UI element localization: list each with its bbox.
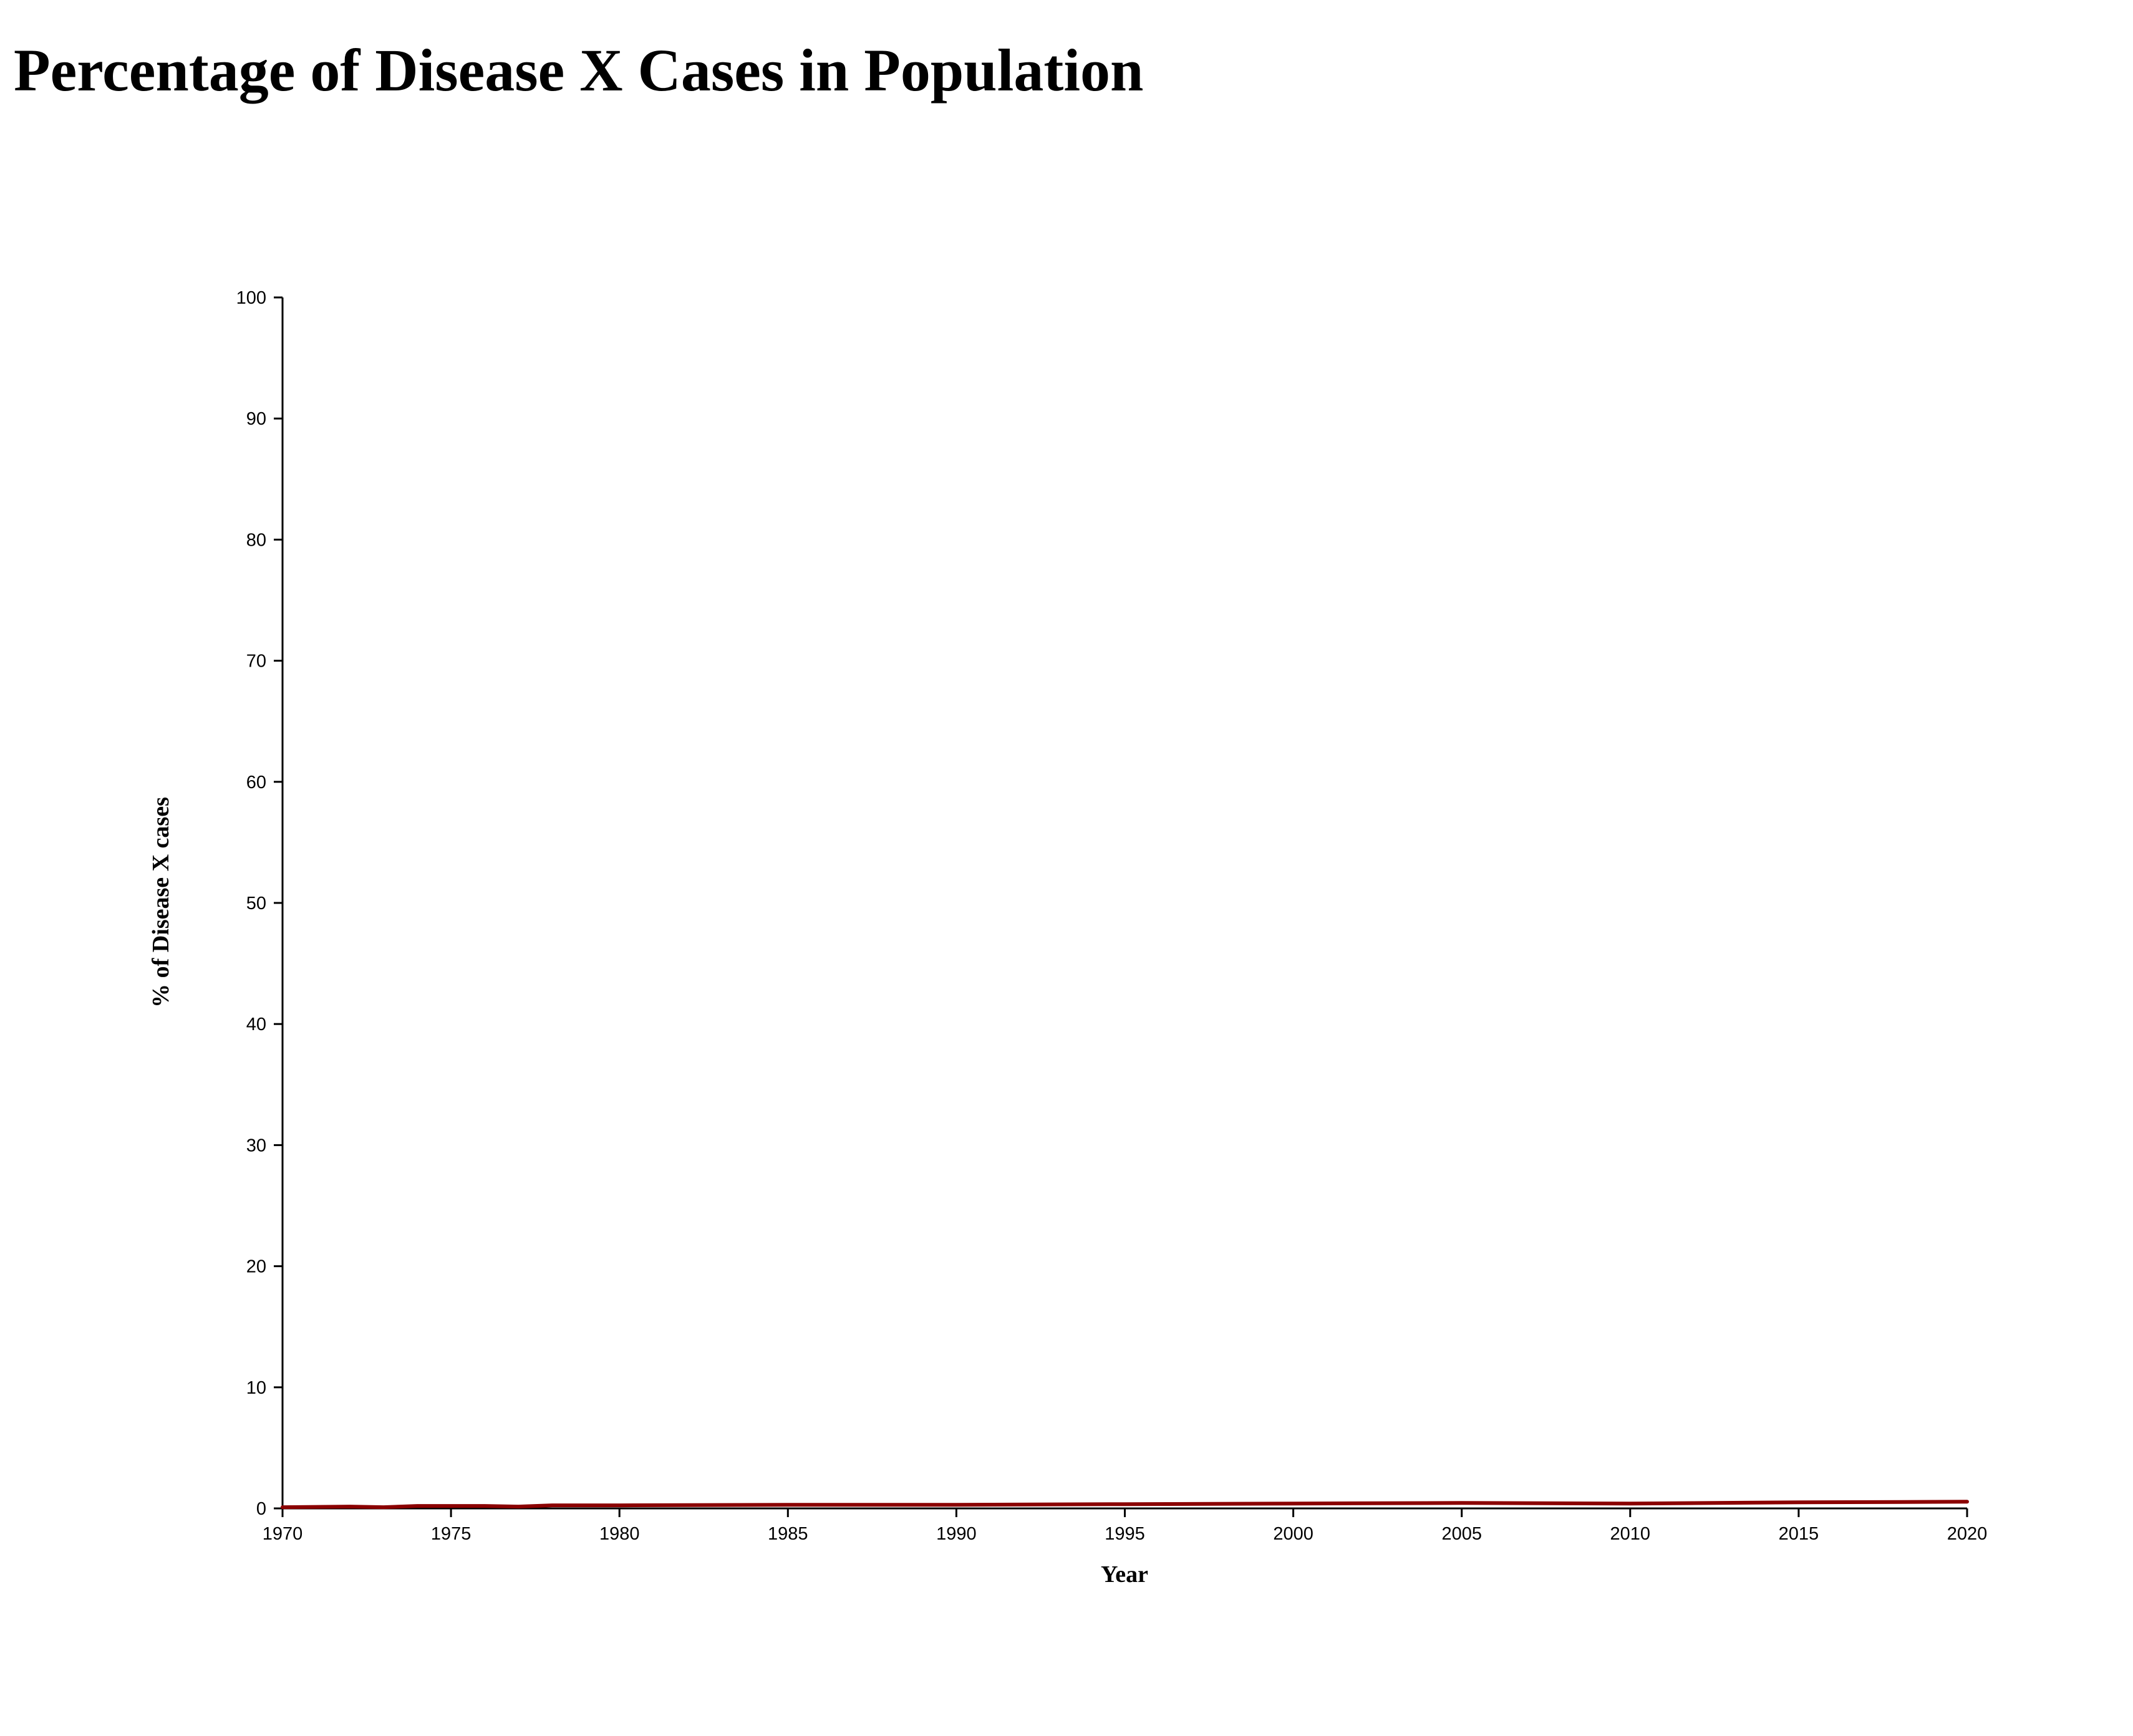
- y-tick-label: 10: [246, 1378, 266, 1398]
- x-tick-label: 2020: [1947, 1524, 1988, 1544]
- x-tick-label: 1990: [936, 1524, 977, 1544]
- y-tick-label: 100: [236, 288, 266, 308]
- y-tick-label: 0: [256, 1499, 266, 1519]
- x-tick-label: 1985: [768, 1524, 808, 1544]
- y-tick-label: 40: [246, 1015, 266, 1034]
- x-tick-label: 2010: [1610, 1524, 1651, 1544]
- y-tick-label: 80: [246, 530, 266, 550]
- x-tick-label: 2015: [1779, 1524, 1819, 1544]
- series-line: [281, 1500, 1969, 1510]
- x-tick-label: 2000: [1273, 1524, 1313, 1544]
- y-tick-label: 60: [246, 773, 266, 793]
- y-tick-label: 70: [246, 652, 266, 672]
- x-tick-label: 1995: [1105, 1524, 1145, 1544]
- y-tick-label: 50: [246, 894, 266, 914]
- x-tick-label: 1975: [431, 1524, 472, 1544]
- x-tick-label: 2005: [1441, 1524, 1482, 1544]
- y-tick-label: 30: [246, 1136, 266, 1155]
- x-axis: 1970 1975 1980 1985 1990 1995 2000 2005 2010 2015…: [263, 1507, 1988, 1544]
- series-layer: [281, 1500, 1969, 1510]
- y-axis: 0 10 20 30 40 50 60 70 80 90 100: [236, 288, 284, 1519]
- y-tick-label: 90: [246, 409, 266, 429]
- chart-title: Percentage of Disease X Cases in Populat…: [14, 37, 1144, 104]
- y-tick-label: 20: [246, 1257, 266, 1277]
- y-axis-title: % of Disease X cases: [148, 797, 174, 1008]
- x-tick-label: 1970: [263, 1524, 303, 1544]
- x-tick-label: 1980: [599, 1524, 640, 1544]
- x-axis-title: Year: [1101, 1561, 1148, 1588]
